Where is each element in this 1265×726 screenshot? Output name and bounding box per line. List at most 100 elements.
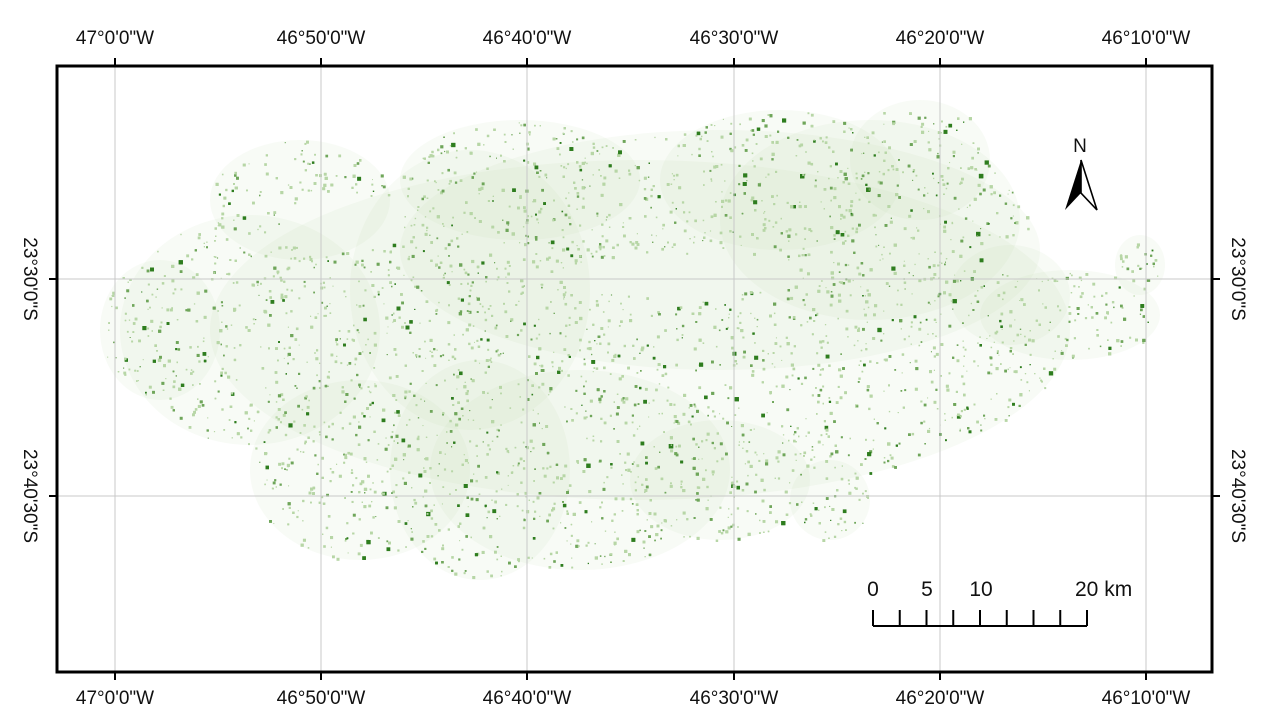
vegetation-patch: [309, 258, 313, 261]
vegetation-patch: [733, 146, 737, 149]
vegetation-patch: [449, 145, 452, 147]
vegetation-patch: [391, 464, 394, 467]
vegetation-patch: [507, 484, 509, 486]
vegetation-patch: [696, 486, 700, 489]
vegetation-patch: [1139, 313, 1142, 315]
vegetation-patch: [713, 165, 717, 169]
vegetation-patch: [704, 395, 708, 400]
vegetation-patch: [435, 263, 438, 267]
vegetation-patch: [447, 321, 451, 325]
vegetation-patch: [457, 245, 460, 248]
vegetation-patch: [695, 472, 699, 476]
vegetation-patch: [476, 455, 478, 457]
vegetation-patch: [491, 314, 494, 317]
vegetation-patch: [1120, 254, 1122, 256]
vegetation-patch: [362, 304, 365, 307]
vegetation-patch: [207, 356, 209, 358]
vegetation-patch: [791, 374, 794, 377]
vegetation-patch: [761, 499, 765, 503]
vegetation-patch: [1068, 312, 1072, 315]
vegetation-patch: [915, 367, 919, 371]
vegetation-patch: [177, 348, 181, 351]
vegetation-patch: [835, 162, 838, 166]
vegetation-patch: [325, 314, 327, 317]
vegetation-patch: [795, 459, 797, 461]
vegetation-patch: [269, 314, 272, 317]
vegetation-patch: [1121, 306, 1124, 309]
vegetation-patch: [361, 259, 364, 262]
vegetation-patch: [277, 394, 282, 398]
vegetation-patch: [163, 275, 166, 277]
vegetation-patch: [657, 465, 660, 469]
vegetation-patch: [567, 489, 570, 491]
vegetation-patch: [808, 254, 811, 256]
vegetation-patch: [825, 460, 829, 463]
vegetation-patch: [587, 562, 589, 565]
vegetation-patch: [403, 481, 407, 485]
vegetation-patch: [340, 362, 343, 365]
vegetation-patch: [374, 384, 377, 388]
vegetation-patch: [488, 448, 491, 451]
vegetation-patch: [522, 526, 526, 530]
vegetation-patch: [950, 300, 952, 302]
vegetation-patch: [248, 443, 250, 446]
vegetation-patch: [705, 439, 708, 442]
vegetation-patch: [571, 566, 574, 569]
vegetation-patch: [977, 365, 979, 367]
vegetation-patch: [712, 155, 714, 158]
vegetation-patch: [330, 546, 332, 548]
vegetation-patch: [553, 199, 555, 202]
vegetation-patch: [566, 420, 568, 423]
vegetation-patch: [407, 520, 409, 522]
vegetation-patch: [805, 151, 807, 153]
vegetation-patch: [589, 399, 593, 403]
vegetation-patch: [945, 125, 948, 128]
vegetation-patch: [457, 504, 460, 507]
vegetation-patch: [312, 386, 316, 390]
vegetation-patch: [743, 350, 746, 354]
vegetation-patch: [586, 328, 588, 330]
vegetation-patch: [833, 234, 836, 237]
vegetation-patch: [496, 267, 498, 270]
vegetation-patch: [1084, 317, 1088, 320]
vegetation-patch: [1146, 278, 1151, 282]
vegetation-patch: [1029, 364, 1031, 366]
vegetation-patch: [341, 390, 345, 394]
vegetation-patch: [762, 359, 765, 362]
vegetation-patch: [269, 394, 271, 396]
vegetation-patch: [675, 173, 679, 177]
vegetation-patch: [451, 470, 454, 473]
vegetation-patch: [675, 208, 677, 210]
vegetation-patch: [732, 481, 734, 483]
vegetation-patch: [465, 201, 468, 204]
vegetation-patch: [996, 281, 1000, 284]
vegetation-patch: [553, 351, 555, 353]
vegetation-patch: [874, 304, 878, 308]
vegetation-patch: [217, 310, 219, 312]
vegetation-patch: [600, 175, 602, 177]
vegetation-patch: [1002, 298, 1004, 301]
vegetation-patch: [426, 229, 428, 232]
vegetation-patch: [429, 154, 433, 158]
vegetation-patch: [429, 410, 433, 413]
vegetation-patch: [860, 349, 863, 352]
vegetation-patch: [123, 367, 125, 369]
vegetation-patch: [393, 319, 396, 322]
vegetation-patch: [373, 343, 377, 347]
vegetation-patch: [579, 255, 582, 258]
vegetation-patch: [494, 326, 498, 330]
vegetation-patch: [857, 329, 860, 332]
vegetation-patch: [636, 243, 640, 246]
vegetation-patch: [525, 446, 528, 448]
vegetation-patch: [416, 285, 420, 289]
vegetation-patch: [951, 221, 953, 224]
vegetation-patch: [457, 369, 460, 371]
vegetation-patch: [562, 236, 565, 239]
vegetation-cover-layer: [100, 100, 1165, 580]
vegetation-patch: [533, 199, 537, 203]
vegetation-patch: [1048, 371, 1054, 376]
vegetation-patch: [466, 310, 469, 312]
vegetation-patch: [606, 216, 608, 218]
vegetation-patch: [423, 157, 426, 160]
vegetation-patch: [807, 161, 811, 165]
